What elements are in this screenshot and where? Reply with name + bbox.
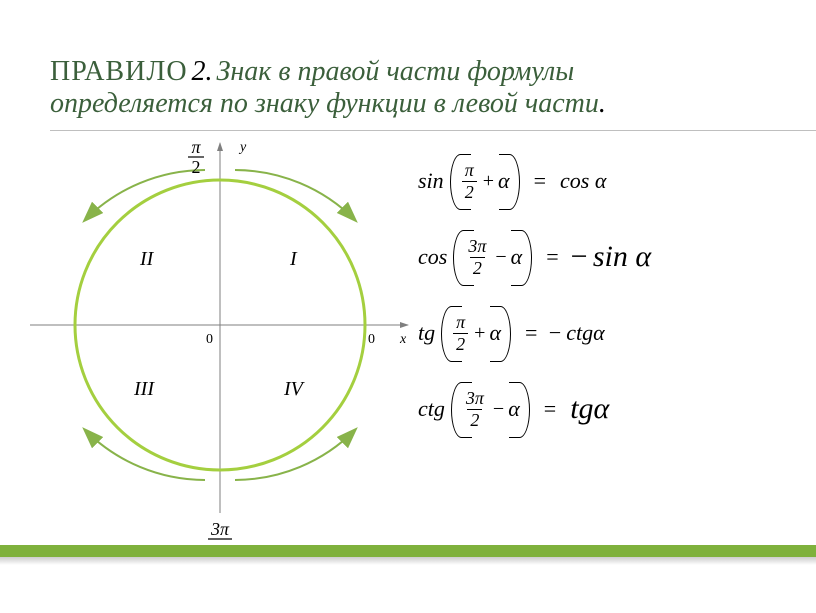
rhs: −sin α bbox=[569, 240, 652, 274]
arrow-q1-top bbox=[235, 170, 355, 220]
paren-left-icon bbox=[447, 382, 461, 436]
title-rule-number: 2. bbox=[192, 56, 213, 87]
quadrant-4: IV bbox=[283, 378, 306, 400]
svg-text:2: 2 bbox=[192, 157, 201, 177]
paren-right-icon bbox=[501, 306, 515, 360]
rhs: −ctgα bbox=[547, 320, 604, 346]
paren-right-icon bbox=[510, 154, 524, 208]
lhs-op: + bbox=[474, 322, 485, 345]
paren-left-icon bbox=[446, 154, 460, 208]
equals-sign: = bbox=[544, 396, 556, 422]
lhs-op: − bbox=[495, 246, 506, 269]
x-zero-label: 0 bbox=[368, 332, 375, 347]
lhs-fn: ctg bbox=[418, 396, 445, 422]
arrow-q3-bottom bbox=[85, 430, 205, 480]
arrow-q4-bottom bbox=[235, 430, 355, 480]
formula-row-1: sin π 2 + α = cos α bbox=[418, 150, 788, 212]
equals-sign: = bbox=[534, 168, 546, 194]
paren-right-icon bbox=[522, 230, 536, 284]
equals-sign: = bbox=[525, 320, 537, 346]
paren-left-icon bbox=[449, 230, 463, 284]
title-underline bbox=[50, 130, 816, 131]
arrow-q2-top bbox=[85, 170, 205, 220]
svg-text:π: π bbox=[191, 137, 201, 157]
unit-circle-diagram: y x 0 0 π 2 3π 2 I II III IV bbox=[30, 135, 410, 565]
formula-row-2: cos 3π 2 − α = −sin α bbox=[418, 226, 788, 288]
paren-left-icon bbox=[437, 306, 451, 360]
origin-label: 0 bbox=[206, 332, 213, 347]
lhs-op: + bbox=[483, 170, 494, 193]
quadrant-1: I bbox=[289, 248, 298, 270]
formula-row-4: ctg 3π 2 − α = tgα bbox=[418, 378, 788, 440]
formula-list: sin π 2 + α = cos α cos 3π 2 − α = −sin … bbox=[418, 150, 788, 454]
rhs: tgα bbox=[566, 392, 609, 426]
paren-right-icon bbox=[520, 382, 534, 436]
formula-row-3: tg π 2 + α = −ctgα bbox=[418, 302, 788, 364]
title-body-1: Знак в правой части формулы bbox=[217, 56, 575, 87]
lhs-fn: cos bbox=[418, 244, 447, 270]
quadrant-3: III bbox=[133, 378, 155, 400]
svg-text:3π: 3π bbox=[210, 519, 230, 539]
lhs-fn: sin bbox=[418, 168, 444, 194]
title-block: ПРАВИЛО 2. Знак в правой части формулы о… bbox=[50, 56, 776, 120]
decorative-bar bbox=[0, 545, 816, 557]
title-trailing-dot: . bbox=[599, 88, 606, 119]
quadrant-2: II bbox=[139, 248, 155, 270]
y-axis-label: y bbox=[238, 140, 247, 155]
lhs-fn: tg bbox=[418, 320, 435, 346]
title-caps: ПРАВИЛО bbox=[50, 56, 188, 87]
decorative-bar-shadow bbox=[0, 557, 816, 565]
x-axis-label: x bbox=[399, 332, 407, 347]
rhs: cos α bbox=[556, 168, 606, 194]
title-body-2: определяется по знаку функции в левой ча… bbox=[50, 88, 599, 119]
equals-sign: = bbox=[546, 244, 558, 270]
lhs-op: − bbox=[493, 398, 504, 421]
